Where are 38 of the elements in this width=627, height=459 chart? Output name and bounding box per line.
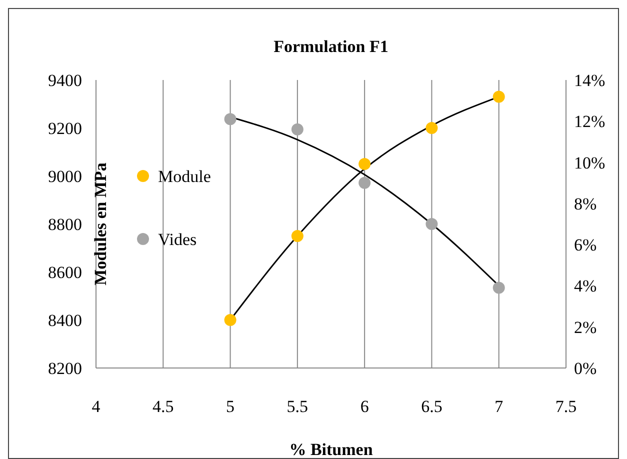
y2-tick-label: 4% bbox=[574, 276, 597, 296]
x-tick-label: 5 bbox=[226, 397, 235, 416]
point bbox=[224, 314, 236, 326]
x-tick-label: 4.5 bbox=[152, 397, 174, 416]
point bbox=[358, 158, 371, 170]
point bbox=[492, 90, 505, 103]
point bbox=[291, 230, 304, 242]
x-tick-label: 7.5 bbox=[555, 397, 577, 416]
y-axis-title: Modules en MPa bbox=[91, 162, 110, 286]
x-tick-label: 4 bbox=[92, 397, 101, 416]
y2-tick-label: 2% bbox=[574, 318, 597, 337]
point bbox=[426, 218, 438, 230]
y-tick-label: 8600 bbox=[48, 263, 82, 282]
legend-label: Module bbox=[158, 167, 211, 186]
x-tick-label: 5.5 bbox=[286, 397, 308, 416]
y2-tick-label: 12% bbox=[574, 112, 606, 132]
y2-tick-label: 14% bbox=[574, 71, 606, 90]
y-tick-label: 8400 bbox=[48, 311, 82, 330]
y-tick-label: 9000 bbox=[48, 167, 82, 186]
point bbox=[492, 282, 505, 294]
x-tick-label: 6 bbox=[360, 397, 369, 416]
y-tick-label: 9200 bbox=[48, 119, 82, 138]
y2-tick-label: 6% bbox=[574, 236, 597, 255]
chart-title: Formulation F1 bbox=[274, 37, 388, 56]
x-tick-label: 7 bbox=[494, 397, 504, 416]
y2-tick-label: 0% bbox=[574, 359, 597, 378]
point bbox=[291, 123, 304, 136]
point bbox=[358, 176, 371, 189]
y-tick-label: 8200 bbox=[48, 359, 82, 378]
point bbox=[426, 122, 438, 134]
y-tick-label: 8800 bbox=[48, 215, 82, 234]
point bbox=[224, 113, 236, 126]
y2-tick-label: 8% bbox=[574, 194, 597, 214]
x-tick-label: 6.5 bbox=[421, 397, 442, 416]
y2-tick-label: 10% bbox=[574, 153, 606, 172]
x-axis-title: % Bitumen bbox=[289, 440, 374, 459]
legend-label: Vides bbox=[158, 230, 197, 249]
y-tick-label: 9400 bbox=[48, 71, 82, 90]
